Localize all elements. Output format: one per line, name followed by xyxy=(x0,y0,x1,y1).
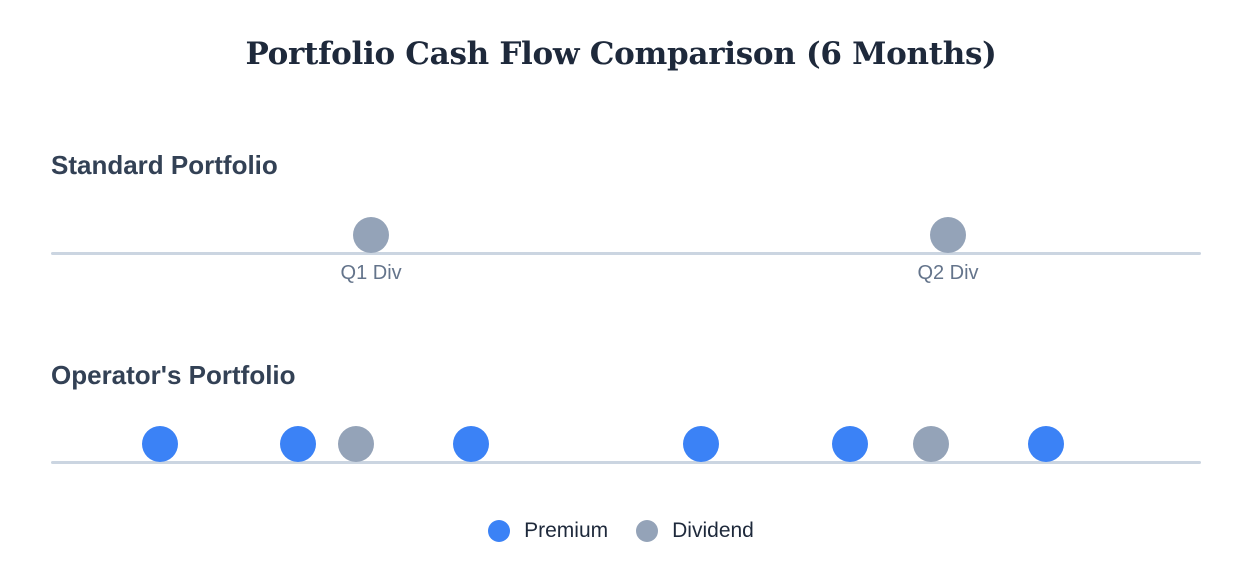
timeline-standard-portfolio xyxy=(51,252,1201,255)
operators-portfolio-premium-point-4 xyxy=(682,425,719,462)
standard-portfolio-dividend-point-0 xyxy=(353,216,390,253)
legend: Premium Dividend xyxy=(0,519,1242,543)
operators-portfolio-dividend-point-2 xyxy=(337,425,374,462)
operators-portfolio-premium-point-3 xyxy=(452,425,489,462)
chart-title: Portfolio Cash Flow Comparison (6 Months… xyxy=(245,36,997,72)
operators-portfolio-premium-point-1 xyxy=(280,425,317,462)
operators-portfolio-premium-point-7 xyxy=(1027,425,1064,462)
row-label-operators-portfolio: Operator's Portfolio xyxy=(51,360,296,390)
legend-swatch-dividend xyxy=(636,520,659,542)
timeline-operators-portfolio xyxy=(51,461,1201,464)
legend-item-premium: Premium xyxy=(488,519,608,543)
standard-portfolio-event-label-0: Q1 Div xyxy=(340,261,402,284)
row-label-standard-portfolio: Standard Portfolio xyxy=(51,150,278,180)
standard-portfolio-event-label-1: Q2 Div xyxy=(917,261,979,284)
legend-item-dividend: Dividend xyxy=(636,519,754,543)
legend-label-premium: Premium xyxy=(524,519,609,542)
operators-portfolio-dividend-point-6 xyxy=(912,425,949,462)
standard-portfolio-dividend-point-1 xyxy=(930,216,966,253)
legend-label-dividend: Dividend xyxy=(672,519,754,542)
operators-portfolio-premium-point-0 xyxy=(142,425,179,462)
operators-portfolio-premium-point-5 xyxy=(832,425,869,462)
legend-swatch-premium xyxy=(488,520,511,542)
